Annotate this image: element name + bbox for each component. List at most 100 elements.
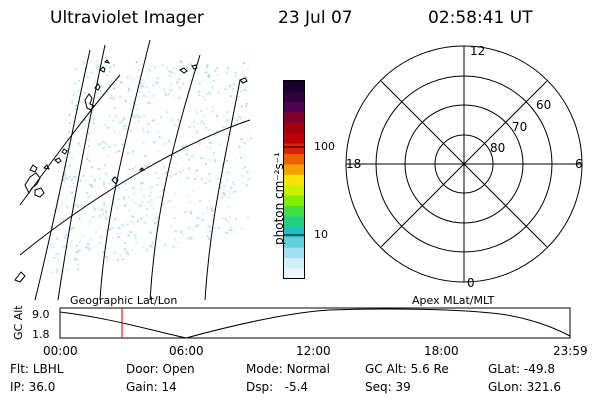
- emission-pixel: [70, 139, 73, 141]
- emission-pixel: [108, 84, 111, 87]
- emission-pixel: [198, 94, 201, 97]
- emission-pixel: [71, 102, 74, 105]
- emission-pixel: [208, 76, 211, 79]
- timeline-frame: [59, 307, 571, 339]
- emission-pixel: [208, 73, 211, 76]
- emission-pixel: [223, 194, 226, 196]
- emission-pixel: [68, 122, 71, 124]
- emission-pixel: [216, 114, 219, 117]
- emission-pixel: [189, 211, 192, 214]
- emission-pixel: [86, 153, 89, 156]
- emission-pixel: [209, 141, 212, 144]
- emission-pixel: [246, 139, 249, 142]
- emission-pixel: [226, 220, 229, 222]
- emission-pixel: [154, 171, 157, 174]
- emission-pixel: [98, 177, 101, 180]
- emission-pixel: [78, 249, 81, 252]
- emission-pixel: [236, 119, 239, 122]
- emission-pixel: [62, 179, 65, 182]
- emission-pixel: [186, 144, 189, 146]
- emission-pixel: [88, 145, 90, 147]
- emission-pixel: [78, 241, 81, 244]
- emission-pixel: [170, 225, 173, 228]
- emission-pixel: [211, 86, 214, 89]
- emission-pixel: [198, 91, 200, 93]
- status-seq: Seq: 39: [365, 380, 411, 394]
- emission-pixel: [208, 180, 211, 183]
- emission-pixel: [124, 182, 127, 185]
- emission-pixel: [173, 67, 176, 70]
- emission-pixel: [205, 162, 208, 165]
- emission-pixel: [216, 67, 219, 69]
- emission-pixel: [99, 89, 102, 92]
- emission-pixel: [66, 234, 69, 237]
- x-tick-1200: 12:00: [296, 344, 331, 358]
- emission-pixel: [116, 259, 119, 262]
- emission-pixel: [232, 190, 235, 193]
- emission-pixel: [149, 199, 152, 202]
- emission-pixel: [173, 217, 176, 220]
- emission-pixel: [91, 166, 94, 169]
- emission-pixel: [201, 212, 204, 215]
- emission-pixel: [75, 258, 78, 261]
- emission-pixel: [65, 138, 68, 141]
- emission-pixel: [56, 268, 59, 271]
- emission-pixel: [132, 215, 135, 218]
- emission-pixel: [121, 119, 124, 122]
- colorbar-segment: [284, 174, 304, 186]
- colorbar-segment: [284, 247, 304, 259]
- emission-pixel: [68, 142, 71, 145]
- emission-pixel: [72, 196, 75, 199]
- emission-pixel: [84, 92, 87, 95]
- emission-pixel: [205, 146, 208, 149]
- emission-pixel: [188, 63, 191, 66]
- emission-pixel: [62, 174, 65, 177]
- emission-pixel: [160, 136, 163, 139]
- emission-pixel: [136, 76, 139, 79]
- emission-pixel: [145, 85, 148, 88]
- emission-pixel: [142, 94, 145, 97]
- emission-pixel: [56, 271, 59, 274]
- emission-pixel: [156, 122, 159, 125]
- emission-pixel: [167, 200, 169, 203]
- colorbar-segment: [284, 133, 304, 145]
- emission-pixel: [178, 95, 181, 98]
- emission-pixel: [184, 210, 187, 213]
- emission-pixel: [103, 183, 106, 186]
- emission-pixel: [169, 75, 172, 78]
- emission-pixel: [139, 90, 141, 93]
- emission-pixel: [163, 165, 165, 168]
- emission-pixel: [226, 190, 229, 193]
- emission-pixel: [126, 152, 129, 155]
- emission-pixel: [95, 64, 97, 67]
- lat-lon-grid: [19, 39, 251, 301]
- emission-pixel: [212, 79, 215, 82]
- emission-pixel: [134, 237, 137, 240]
- emission-pixel: [150, 103, 153, 105]
- emission-pixel: [53, 209, 56, 212]
- emission-pixel: [88, 132, 90, 135]
- emission-pixel: [234, 156, 237, 159]
- emission-pixel: [98, 144, 100, 147]
- emission-pixel: [170, 88, 173, 91]
- emission-pixel: [106, 229, 109, 232]
- emission-pixel: [191, 154, 194, 157]
- emission-pixel: [103, 203, 106, 206]
- emission-pixel: [244, 76, 247, 78]
- emission-pixel: [153, 65, 156, 68]
- emission-pixel: [227, 196, 230, 199]
- emission-pixel: [69, 228, 72, 231]
- emission-pixel: [124, 204, 127, 207]
- emission-pixel: [188, 158, 190, 161]
- emission-pixel: [222, 125, 225, 128]
- emission-pixel: [145, 208, 148, 211]
- emission-pixel: [134, 201, 137, 204]
- emission-pixel: [125, 188, 128, 191]
- emission-pixel: [153, 119, 156, 122]
- emission-pixel: [132, 167, 135, 170]
- emission-pixel: [73, 92, 76, 95]
- emission-pixel: [92, 216, 95, 218]
- emission-pixel: [139, 204, 142, 207]
- emission-pixel: [100, 236, 103, 239]
- emission-pixel: [146, 165, 149, 168]
